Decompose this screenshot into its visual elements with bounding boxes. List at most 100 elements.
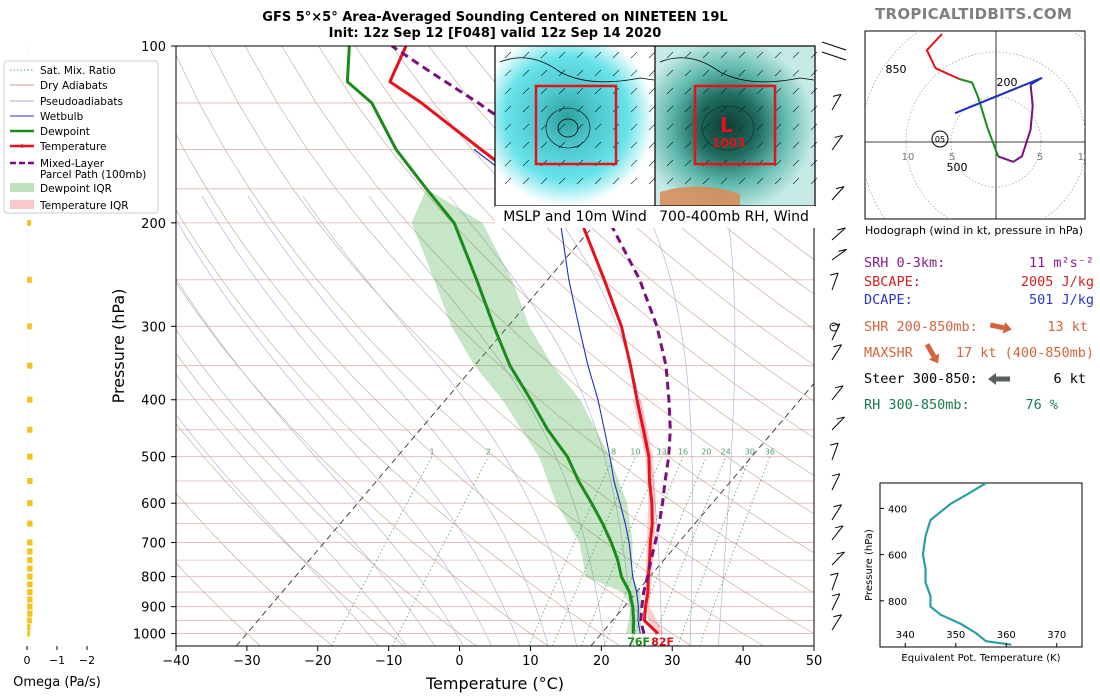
mixing-ratio-label: 16 [678, 448, 688, 457]
inset-barb [648, 177, 656, 185]
omega-bar [27, 548, 33, 555]
hodograph-ring-label: 10 [1078, 152, 1091, 163]
inset-barb [522, 69, 530, 77]
dry-adiabat [176, 54, 764, 646]
rh-caption: 700-400mb RH, Wind [659, 209, 809, 225]
x-tick-label: 30 [664, 654, 681, 669]
legend-label: Dewpoint IQR [40, 183, 112, 195]
legend-swatch [10, 200, 34, 209]
inset-barb [792, 105, 800, 113]
param-steer: Steer 300-850: [864, 371, 978, 387]
inset-barb [702, 123, 710, 131]
param-label: RH 300-850mb: [864, 397, 970, 413]
dry-adiabat [244, 46, 814, 594]
mixing-ratio-label: 10 [630, 448, 640, 457]
wind-barb [821, 51, 847, 61]
wind-barb [830, 272, 839, 291]
inset-barb [540, 105, 548, 113]
inset-barb [774, 69, 782, 77]
inset-barb [576, 69, 584, 77]
legend-item: Dry Adiabats [10, 80, 108, 92]
map-insets: L 1003 MSLP and 10m Wind 700-400mb RH, W… [494, 45, 818, 228]
hodograph-level-label: 200 [997, 76, 1018, 89]
wind-barb [831, 504, 842, 521]
param-label: MAXSHR [864, 345, 913, 361]
omega-bar [27, 276, 32, 283]
dry-adiabat [428, 46, 814, 402]
theta-e-y-tick: 400 [888, 504, 907, 515]
inset-barb [792, 69, 800, 77]
legend-item: Temperature [10, 141, 107, 153]
inset-barb [810, 123, 818, 131]
inset-barb [522, 159, 530, 167]
omega-bar [27, 362, 33, 369]
pseudoadiabat [247, 195, 549, 646]
inset-barb [540, 69, 548, 77]
theta-e-y-tick: 800 [888, 597, 907, 608]
mixing-ratio-label: 1 [429, 448, 434, 457]
hodograph-caption: Hodograph (wind in kt, pressure in hPa) [865, 224, 1083, 237]
inset-barb [630, 159, 638, 167]
mixing-ratio-line [552, 456, 636, 646]
wind-barb [831, 551, 845, 566]
param-maxshr-value: 17 kt (400-850mb) [955, 345, 1094, 361]
inset-barb [594, 87, 602, 95]
inset-barb [612, 177, 620, 185]
param-maxshr: MAXSHR [864, 345, 913, 361]
dry-adiabat [318, 46, 814, 515]
inset-barb [522, 105, 530, 113]
inset-barb [504, 87, 512, 95]
x-tick-label: 50 [806, 654, 823, 669]
legend-label: Dewpoint [40, 126, 90, 138]
inset-barb [756, 69, 764, 77]
inset-barb [558, 51, 566, 59]
inset-barb [720, 141, 728, 149]
mixing-ratio-label: 2 [486, 448, 491, 457]
dry-adiabat [208, 46, 814, 634]
omega-tick-label: −2 [79, 654, 95, 667]
inset-barb [666, 159, 674, 167]
wind-barb [831, 416, 845, 431]
y-tick-label: 300 [141, 320, 166, 335]
inset-barb [702, 141, 710, 149]
inset-barb [810, 159, 818, 167]
inset-barb [810, 105, 818, 113]
inset-barb [576, 51, 584, 59]
wind-barb [821, 41, 847, 51]
inset-barb [594, 123, 602, 131]
param-label: SHR 200-850mb: [864, 319, 978, 335]
omega-bar [27, 596, 33, 603]
param-label: DCAPE: [864, 292, 913, 308]
pseudoadiabat [201, 195, 521, 646]
storm-motion-label: 05 [935, 135, 945, 144]
inset-barb [540, 141, 548, 149]
inset-barb [810, 87, 818, 95]
inset-barb [684, 105, 692, 113]
omega-bar [27, 520, 33, 527]
y-axis-label: Pressure (hPa) [109, 289, 128, 404]
legend-item: Wetbulb [10, 111, 84, 123]
legend-item: Pseudoadiabats [10, 96, 123, 108]
omega-bar [27, 617, 32, 624]
inset-barb [792, 51, 800, 59]
inset-barb [612, 69, 620, 77]
omega-bar [27, 539, 33, 546]
inset-barb [666, 123, 674, 131]
inset-barb [738, 123, 746, 131]
mixing-ratio-line [604, 456, 684, 646]
inset-barb [756, 123, 764, 131]
mixing-ratio-label: 36 [765, 448, 775, 457]
param-rh-value: 76 % [1025, 397, 1058, 413]
param-srh-value: 11 m²s⁻² [1028, 255, 1094, 271]
inset-barb [738, 51, 746, 59]
dry-adiabat [176, 133, 692, 646]
x-tick-label: 20 [593, 654, 610, 669]
inset-barb [558, 87, 566, 95]
surface-dewpoint-label: 76F [627, 636, 650, 649]
omega-bar [27, 478, 33, 485]
inset-barb [648, 69, 656, 77]
inset-barb [702, 51, 710, 59]
mslp-wind-map [495, 46, 655, 206]
omega-bar [27, 610, 33, 617]
mslp-caption: MSLP and 10m Wind [503, 209, 647, 225]
